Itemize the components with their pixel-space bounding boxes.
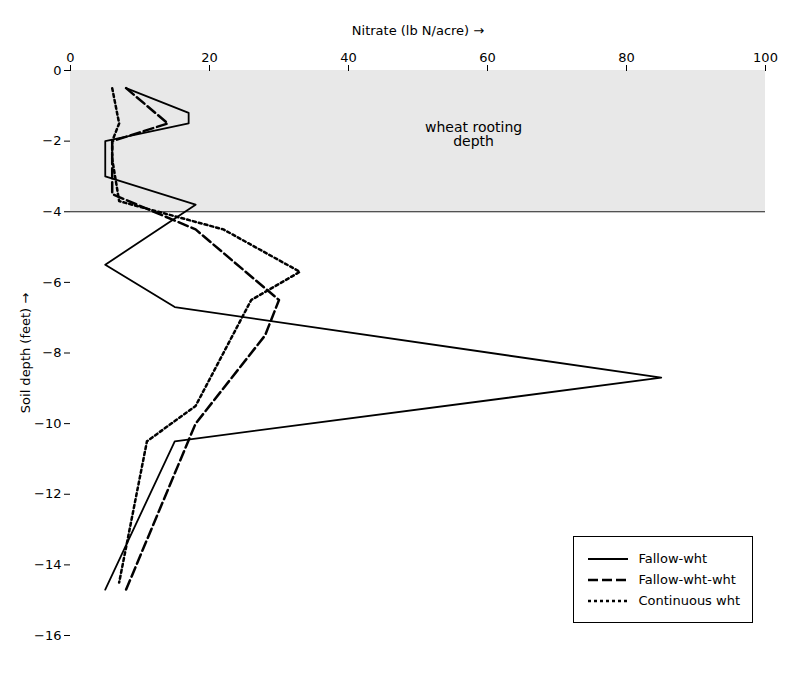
svg-text:−10: −10 xyxy=(34,416,61,431)
svg-text:0: 0 xyxy=(53,63,61,78)
svg-text:−14: −14 xyxy=(34,557,61,572)
svg-text:−12: −12 xyxy=(34,486,61,501)
svg-text:0: 0 xyxy=(66,50,74,65)
svg-text:Soil depth (feet) →: Soil depth (feet) → xyxy=(18,293,33,413)
svg-text:Nitrate (lb N/acre) →: Nitrate (lb N/acre) → xyxy=(352,23,485,38)
svg-text:−16: −16 xyxy=(34,628,61,643)
svg-text:−4: −4 xyxy=(42,204,61,219)
html-text:Fallow-wht-wht: Fallow-wht-wht xyxy=(638,572,736,587)
svg-text:−2: −2 xyxy=(42,133,61,148)
svg-text:wheat rootingdepth: wheat rootingdepth xyxy=(425,119,522,149)
svg-text:−8: −8 xyxy=(42,345,61,360)
html-text:Continuous wht: Continuous wht xyxy=(638,593,740,608)
svg-text:100: 100 xyxy=(753,50,778,65)
svg-text:60: 60 xyxy=(479,50,496,65)
html-text:Fallow-wht: Fallow-wht xyxy=(638,551,708,566)
svg-text:−6: −6 xyxy=(42,275,61,290)
svg-text:80: 80 xyxy=(618,50,635,65)
svg-text:20: 20 xyxy=(201,50,218,65)
svg-text:40: 40 xyxy=(340,50,357,65)
